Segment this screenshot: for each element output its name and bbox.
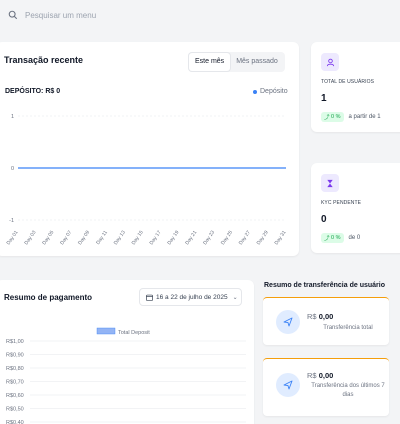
x-tick-label: Day 01 [6,230,20,247]
transfer-label: Transferência total [323,325,373,331]
trend-icon: ⤴ [324,115,332,121]
y-tick-label: R$0,40 [6,420,24,424]
x-tick-label: Day 15 [131,230,145,247]
x-tick-label: Day 17 [149,230,163,247]
stat-value: 1 [321,93,327,104]
legend-label: Depósito [260,88,288,95]
change-badge: ⤴ 0 % [321,233,344,243]
send-icon [276,310,300,334]
stat-value: 0 [321,214,327,225]
x-tick-label: Day 27 [238,230,252,247]
payment-summary-title: Resumo de pagamento [4,293,93,302]
trend-icon: ⤴ [324,236,332,242]
x-tick-label: Day 05 [41,230,55,247]
transfer-amount: R$ 0,00 [307,371,334,380]
legend-dot [253,89,257,94]
total-users-card: TOTAL DE USUÁRIOS 1 ⤴ 0 % a partir de 1 [311,42,400,132]
deposit-total-label: DEPÓSITO: R$ 0 [5,88,61,95]
date-range-picker[interactable]: 16 a 22 de julho de 2025 ⌄ [139,288,242,306]
recent-transactions-title: Transação recente [4,55,84,65]
x-tick-label: Day 11 [95,230,109,246]
x-tick-label: Day 13 [113,230,127,247]
payment-bar-chart: Total Deposit R$1,00 R$0,90 R$0,80 R$0,70 R$0… [6,327,246,424]
weekly-transfer-card: R$ 0,00 Transferência dos últimos 7 dias [263,358,389,416]
calendar-icon [146,294,153,301]
stat-caption: KYC PENDENTE [321,200,362,206]
x-tick-label: Day 23 [202,230,216,247]
y-tick-label: 1 [11,114,14,120]
search-bar[interactable] [0,0,400,30]
transfer-label: Transferência dos últimos 7 dias [311,383,385,398]
y-tick-label: R$0,70 [6,380,24,386]
transfer-amount: R$ 0,00 [307,312,334,321]
y-tick-label: 0 [11,166,14,172]
recent-transactions-card: Transação recente Este mês Mês passado D… [0,42,299,256]
tab-last-month[interactable]: Mês passado [236,58,278,65]
change-text: de 0 [348,235,361,241]
search-icon [8,10,18,20]
payment-summary-card: Resumo de pagamento 16 a 22 de julho de … [0,280,254,424]
y-tick-label: R$1,00 [6,339,24,345]
user-icon [321,53,339,71]
x-tick-label: Day 19 [166,230,180,247]
y-tick-label: R$0,80 [6,366,24,372]
chart-legend: Depósito [253,88,288,95]
x-tick-label: Day 31 [274,230,288,247]
total-transfer-card: R$ 0,00 Transferência total [263,297,389,345]
x-tick-label: Day 07 [59,230,73,247]
y-tick-label: R$0,90 [6,353,24,359]
change-text: a partir de 1 [348,114,381,120]
tab-this-month[interactable]: Este mês [189,53,231,71]
period-tabs: Este mês Mês passado [188,52,285,72]
y-tick-label: R$0,60 [6,393,24,399]
date-range-label: 16 a 22 de julho de 2025 [156,293,228,301]
change-badge: ⤴ 0 % [321,112,344,122]
transactions-line-chart: 1 0 -1 Day 01 Day 03 Day 05 Day 07 Day 09 Day 11… [6,114,288,247]
stat-change: ⤴ 0 % a partir de 1 [321,112,381,122]
hourglass-icon [321,174,339,192]
x-tick-label: Day 03 [24,230,38,247]
y-tick-label: R$0,50 [6,407,24,413]
x-tick-label: Day 29 [256,230,270,247]
transfer-summary-title: Resumo de transferência de usuário [264,282,385,289]
pending-kyc-card: KYC PENDENTE 0 ⤴ 0 % de 0 [311,163,400,253]
x-tick-label: Day 09 [77,230,91,247]
chevron-down-icon: ⌄ [232,294,238,301]
send-icon [276,373,300,397]
y-tick-label: -1 [9,218,14,224]
search-input[interactable] [25,10,225,20]
x-tick-label: Day 25 [220,230,234,247]
legend-swatch [96,327,116,335]
stat-change: ⤴ 0 % de 0 [321,233,360,243]
legend-label: Total Deposit [118,330,150,336]
stat-caption: TOTAL DE USUÁRIOS [321,79,375,85]
x-tick-label: Day 21 [184,230,198,247]
